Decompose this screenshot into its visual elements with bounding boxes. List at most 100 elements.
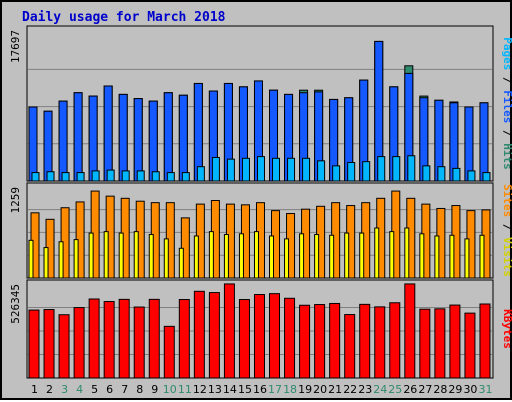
bar-kbytes-6 <box>103 300 115 379</box>
x-tick-label-27: 27 <box>418 383 432 396</box>
bar-kbytes-9 <box>148 298 160 379</box>
bar-visits-27 <box>419 233 425 279</box>
bar-kbytes-3 <box>58 314 70 379</box>
bar-pages-25 <box>392 156 401 182</box>
bar-pages-30 <box>467 170 476 182</box>
x-tick-label-9: 9 <box>151 383 158 396</box>
bar-visits-15 <box>238 233 244 279</box>
bar-pages-7 <box>121 170 130 182</box>
bar-visits-12 <box>193 235 199 279</box>
bar-pages-10 <box>166 172 175 182</box>
x-tick-label-31: 31 <box>478 383 492 396</box>
x-tick-label-29: 29 <box>448 383 462 396</box>
bar-kbytes-20 <box>314 304 326 379</box>
right-label-part: Visits <box>501 237 512 277</box>
bar-visits-2 <box>43 247 49 279</box>
bar-visits-21 <box>329 234 335 279</box>
bar-pages-29 <box>452 167 461 182</box>
x-tick-label-12: 12 <box>193 383 207 396</box>
right-label-part: KBytes <box>501 309 512 349</box>
bar-visits-18 <box>284 238 290 279</box>
x-tick-label-18: 18 <box>283 383 297 396</box>
x-tick-label-19: 19 <box>298 383 312 396</box>
bar-kbytes-15 <box>238 299 250 379</box>
x-tick-label-15: 15 <box>238 383 252 396</box>
bar-pages-15 <box>241 157 250 182</box>
bar-files-2 <box>43 110 53 182</box>
right-label-part: / <box>501 123 512 143</box>
bar-kbytes-14 <box>223 283 235 379</box>
x-tick-label-8: 8 <box>136 383 143 396</box>
bar-visits-25 <box>389 231 395 279</box>
x-tick-label-2: 2 <box>46 383 53 396</box>
bar-pages-17 <box>272 157 281 182</box>
bar-visits-28 <box>434 235 440 279</box>
bar-pages-14 <box>226 158 235 182</box>
bar-kbytes-8 <box>133 306 145 379</box>
bar-visits-8 <box>133 231 139 279</box>
bar-pages-24 <box>377 156 386 182</box>
x-tick-label-10: 10 <box>163 383 177 396</box>
bar-kbytes-17 <box>269 293 281 379</box>
bar-kbytes-12 <box>193 290 205 379</box>
bar-kbytes-19 <box>299 304 311 379</box>
bar-visits-14 <box>223 234 229 279</box>
right-label-part: / <box>501 70 512 90</box>
bar-visits-20 <box>314 234 320 279</box>
bar-kbytes-26 <box>404 283 416 379</box>
x-tick-label-22: 22 <box>343 383 357 396</box>
bar-kbytes-29 <box>449 304 461 379</box>
bar-pages-28 <box>437 166 446 182</box>
bar-visits-1 <box>28 239 34 279</box>
bar-pages-18 <box>287 157 296 182</box>
bar-pages-8 <box>136 170 145 182</box>
bar-pages-6 <box>106 169 115 182</box>
x-tick-label-7: 7 <box>121 383 128 396</box>
bar-kbytes-28 <box>434 308 446 379</box>
bar-pages-2 <box>46 171 55 182</box>
bar-pages-27 <box>422 165 431 182</box>
x-tick-label-24: 24 <box>373 383 387 396</box>
bar-visits-24 <box>374 227 380 279</box>
bar-visits-30 <box>464 238 470 279</box>
bar-kbytes-23 <box>359 303 371 379</box>
bar-kbytes-1 <box>28 309 40 379</box>
bar-visits-6 <box>103 231 109 279</box>
x-tick-label-26: 26 <box>403 383 417 396</box>
bar-kbytes-22 <box>344 314 356 379</box>
bar-files-1 <box>28 106 38 182</box>
bar-pages-5 <box>91 170 100 182</box>
bar-files-31 <box>479 102 489 182</box>
bar-kbytes-13 <box>208 292 220 379</box>
bar-pages-16 <box>256 156 265 182</box>
x-tick-label-3: 3 <box>61 383 68 396</box>
bar-pages-13 <box>211 156 220 182</box>
max-label-kbytes: 526345 <box>9 284 22 324</box>
bar-pages-20 <box>317 160 326 182</box>
bar-kbytes-16 <box>253 294 265 379</box>
bar-files-8 <box>133 98 143 182</box>
bar-visits-4 <box>73 239 79 279</box>
bar-visits-9 <box>148 234 154 279</box>
x-tick-label-11: 11 <box>178 383 192 396</box>
right-label-part: Sites <box>501 184 512 217</box>
bar-pages-26 <box>407 155 416 182</box>
x-tick-label-6: 6 <box>106 383 113 396</box>
x-tick-label-20: 20 <box>313 383 327 396</box>
bar-pages-1 <box>31 172 40 182</box>
bar-visits-11 <box>178 247 184 279</box>
right-label-part: Hits <box>501 143 512 170</box>
x-tick-label-30: 30 <box>463 383 477 396</box>
bar-pages-19 <box>302 157 311 182</box>
bar-kbytes-31 <box>479 303 491 379</box>
bar-pages-31 <box>482 172 491 182</box>
bar-kbytes-2 <box>43 309 55 379</box>
x-tick-label-14: 14 <box>223 383 237 396</box>
bar-kbytes-27 <box>419 308 431 379</box>
bar-visits-19 <box>299 233 305 279</box>
bar-kbytes-7 <box>118 298 130 379</box>
right-label-sites-visits: Sites / Visits <box>501 184 512 277</box>
max-label-sites-visits: 1259 <box>9 187 22 214</box>
